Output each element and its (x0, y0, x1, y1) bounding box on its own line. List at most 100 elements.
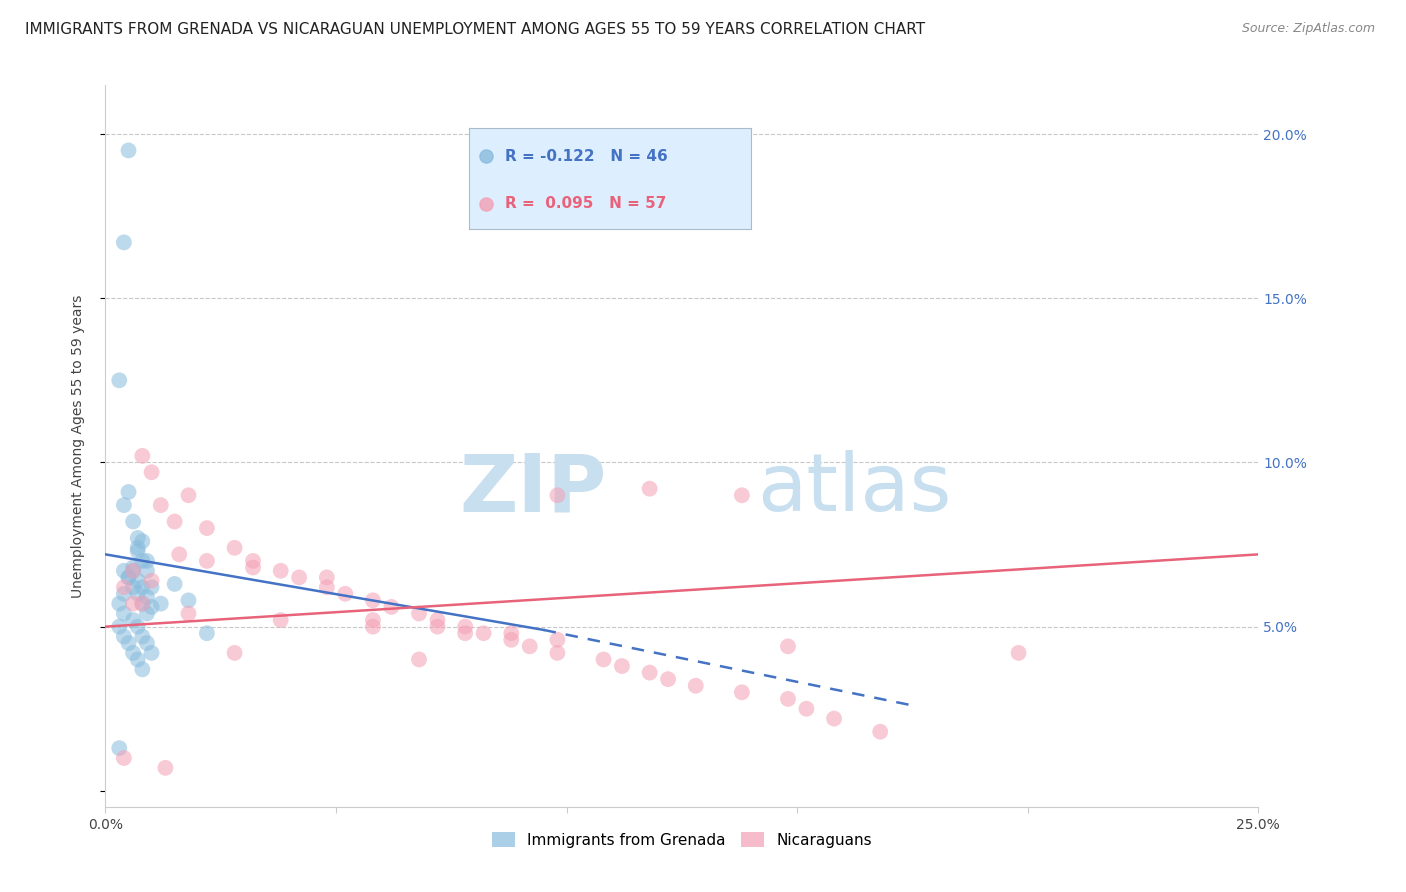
Point (408, 607, 430, 621)
Point (141, 599, 163, 614)
Point (408, 652, 430, 666)
Point (112, 630, 135, 644)
Point (592, 652, 614, 666)
Point (112, 580, 135, 594)
Point (131, 449, 153, 463)
Point (141, 574, 163, 588)
Point (869, 724, 891, 739)
Point (426, 613, 449, 627)
Point (1007, 646, 1029, 660)
Text: atlas: atlas (756, 450, 952, 528)
Point (131, 630, 153, 644)
Point (122, 580, 145, 594)
Point (117, 144, 139, 158)
Point (122, 564, 145, 578)
Point (136, 607, 159, 621)
Point (112, 607, 135, 621)
Text: ZIP: ZIP (460, 450, 607, 528)
Point (117, 570, 139, 584)
Point (112, 587, 135, 601)
Point (776, 692, 799, 706)
Point (195, 521, 218, 535)
Point (117, 485, 139, 500)
Point (546, 632, 568, 647)
Point (127, 619, 149, 633)
Point (131, 597, 153, 611)
Point (131, 554, 153, 568)
Point (380, 599, 402, 614)
Point (315, 580, 337, 594)
Point (127, 531, 149, 545)
Point (108, 597, 131, 611)
Point (242, 560, 264, 574)
Point (136, 590, 159, 604)
Text: Source: ZipAtlas.com: Source: ZipAtlas.com (1241, 22, 1375, 36)
Point (472, 626, 495, 640)
Point (127, 574, 149, 588)
Point (127, 587, 149, 601)
Point (122, 564, 145, 578)
Text: IMMIGRANTS FROM GRENADA VS NICARAGUAN UNEMPLOYMENT AMONG AGES 55 TO 59 YEARS COR: IMMIGRANTS FROM GRENADA VS NICARAGUAN UN… (25, 22, 925, 37)
Point (131, 662, 153, 676)
Point (610, 659, 633, 673)
Y-axis label: Unemployment Among Ages 55 to 59 years: Unemployment Among Ages 55 to 59 years (70, 294, 84, 598)
Point (195, 626, 218, 640)
Point (454, 619, 477, 633)
Point (117, 570, 139, 584)
Point (270, 613, 292, 627)
Point (112, 498, 135, 512)
Point (108, 741, 131, 756)
Point (776, 640, 799, 654)
Point (454, 626, 477, 640)
Point (335, 587, 357, 601)
Point (122, 597, 145, 611)
Point (501, 626, 523, 640)
Point (177, 607, 200, 621)
Point (141, 580, 163, 594)
Point (731, 488, 754, 502)
Point (224, 646, 246, 660)
Point (149, 498, 172, 512)
Point (288, 570, 311, 584)
Point (361, 619, 384, 633)
Point (195, 554, 218, 568)
Point (122, 560, 145, 574)
Point (163, 515, 186, 529)
Point (127, 541, 149, 555)
Point (112, 564, 135, 578)
Point (122, 646, 145, 660)
Point (796, 702, 818, 716)
Point (315, 570, 337, 584)
Point (823, 712, 845, 726)
Point (127, 652, 149, 666)
Point (270, 564, 292, 578)
Point (112, 751, 135, 765)
Legend: Immigrants from Grenada, Nicaraguans: Immigrants from Grenada, Nicaraguans (486, 826, 877, 854)
Point (163, 577, 186, 591)
Point (657, 672, 679, 686)
Point (177, 488, 200, 502)
Point (131, 580, 153, 594)
Point (426, 619, 449, 633)
Point (361, 593, 384, 607)
Point (136, 564, 159, 578)
Point (141, 465, 163, 479)
Point (108, 619, 131, 633)
Point (501, 632, 523, 647)
Point (224, 541, 246, 555)
Point (117, 636, 139, 650)
Point (141, 646, 163, 660)
Point (131, 534, 153, 549)
Point (131, 597, 153, 611)
Point (127, 544, 149, 558)
Point (242, 554, 264, 568)
Point (122, 613, 145, 627)
Point (149, 597, 172, 611)
Point (519, 640, 541, 654)
Point (546, 488, 568, 502)
Point (167, 548, 190, 562)
Point (685, 679, 707, 693)
Point (546, 646, 568, 660)
Point (155, 761, 177, 775)
Point (638, 665, 661, 680)
